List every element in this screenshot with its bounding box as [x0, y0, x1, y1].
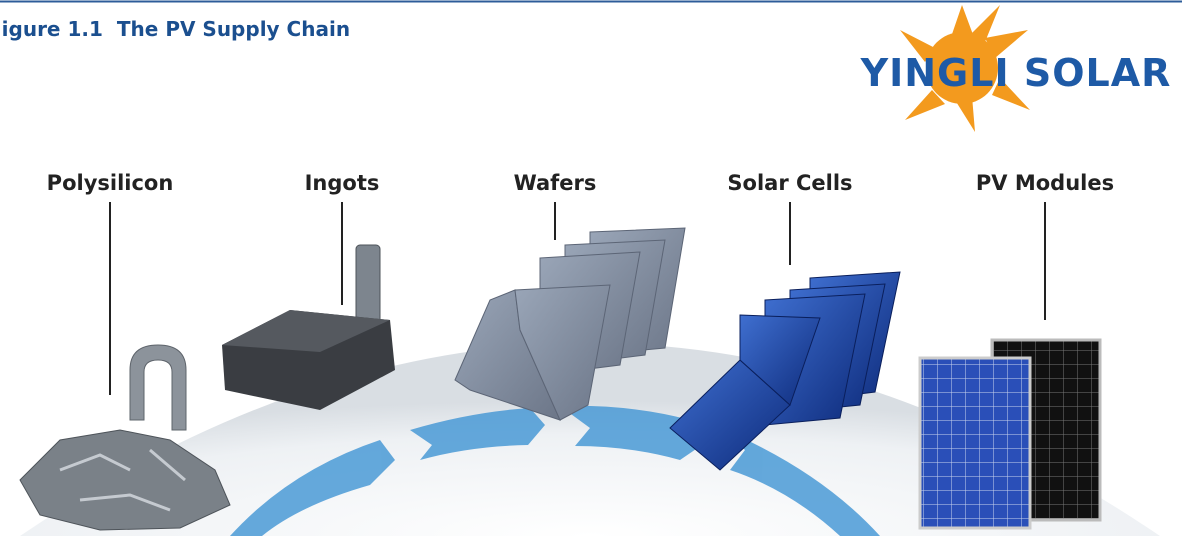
- figure-title: Figure 1.1 The PV Supply Chain: [0, 17, 350, 41]
- logo-sun: [900, 5, 1030, 132]
- stage-label: Wafers: [514, 171, 597, 195]
- flow-arrows: [230, 405, 880, 536]
- stage-label: Ingots: [305, 171, 380, 195]
- figure-number: Figure 1.1: [0, 17, 103, 41]
- pv-modules-image: [918, 338, 1102, 530]
- stage-label: Solar Cells: [727, 171, 852, 195]
- polysilicon-image: [19, 344, 231, 531]
- wafers-image: [454, 227, 686, 421]
- stage-label: Polysilicon: [47, 171, 174, 195]
- logo-text: YINGLI SOLAR: [860, 51, 1172, 95]
- solar-cells-image: [669, 271, 901, 471]
- stage-label: PV Modules: [976, 171, 1114, 195]
- figure-title-text: The PV Supply Chain: [117, 17, 350, 41]
- ingots-image: [222, 244, 395, 410]
